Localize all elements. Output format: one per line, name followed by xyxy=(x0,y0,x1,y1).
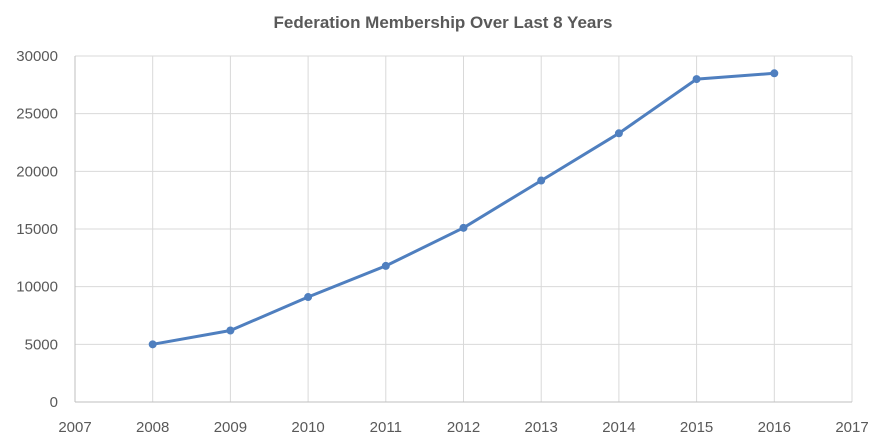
x-tick-label: 2015 xyxy=(680,419,713,436)
data-point xyxy=(459,223,468,232)
x-tick-label: 2011 xyxy=(370,419,402,436)
x-tick-label: 2007 xyxy=(58,419,91,436)
y-tick-label: 0 xyxy=(50,394,58,411)
x-tick-label: 2017 xyxy=(835,419,868,436)
data-point xyxy=(148,340,157,349)
x-tick-label: 2008 xyxy=(136,419,169,436)
y-tick-label: 20000 xyxy=(16,163,58,180)
data-point xyxy=(537,176,546,185)
x-tick-label: 2016 xyxy=(758,419,791,436)
data-point xyxy=(381,261,390,270)
y-tick-label: 25000 xyxy=(16,106,58,123)
data-series xyxy=(148,69,779,349)
data-point xyxy=(304,293,313,302)
data-point xyxy=(614,129,623,138)
y-tick-label: 30000 xyxy=(16,48,58,65)
data-point xyxy=(692,75,701,84)
x-tick-label: 2014 xyxy=(602,419,635,436)
chart-title: Federation Membership Over Last 8 Years xyxy=(274,13,613,32)
data-point xyxy=(770,69,779,78)
x-tick-label: 2012 xyxy=(447,419,480,436)
gridlines xyxy=(75,55,853,402)
y-tick-label: 5000 xyxy=(25,336,58,353)
axes xyxy=(74,56,852,403)
x-axis-tick-labels: 2007 2008 2009 2010 2011 2012 2013 2014 2015 2016… xyxy=(58,419,868,436)
data-point xyxy=(226,326,235,335)
y-tick-label: 15000 xyxy=(16,221,58,238)
y-axis-tick-labels: 0 5000 10000 15000 20000 25000 30000 xyxy=(16,48,58,411)
x-tick-label: 2010 xyxy=(291,419,324,436)
y-tick-label: 10000 xyxy=(16,279,58,296)
x-tick-label: 2013 xyxy=(525,419,558,436)
x-tick-label: 2009 xyxy=(214,419,247,436)
